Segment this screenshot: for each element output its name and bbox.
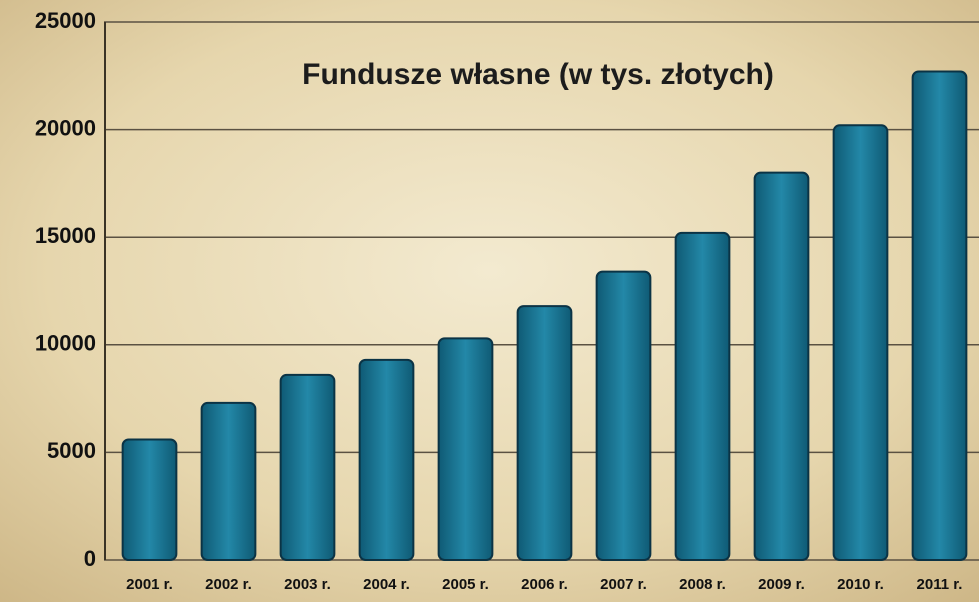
x-tick-label: 2010 r. <box>837 576 884 593</box>
y-tick-label: 10000 <box>35 331 96 356</box>
x-tick-label: 2001 r. <box>126 576 173 593</box>
y-tick-label: 20000 <box>35 115 96 140</box>
x-tick-label: 2005 r. <box>442 576 489 593</box>
x-tick-label: 2006 r. <box>521 576 568 593</box>
bar <box>360 360 414 560</box>
y-tick-label: 0 <box>84 546 96 571</box>
bar <box>123 439 177 560</box>
x-tick-label: 2004 r. <box>363 576 410 593</box>
chart: 0 5000 10000 15000 20000 25000 2001 r. 2002 r. 2… <box>0 0 979 602</box>
x-tick-label: 2009 r. <box>758 576 805 593</box>
bar <box>676 233 730 560</box>
x-tick-label: 2007 r. <box>600 576 647 593</box>
chart-title: Fundusze własne (w tys. złotych) <box>302 58 774 91</box>
x-tick-label: 2008 r. <box>679 576 726 593</box>
bar <box>202 403 256 560</box>
y-tick-label: 15000 <box>35 223 96 248</box>
bar <box>281 375 335 560</box>
bar <box>439 338 493 560</box>
bar <box>913 71 967 560</box>
y-tick-label: 25000 <box>35 8 96 33</box>
bar <box>834 125 888 560</box>
x-tick-label: 2002 r. <box>205 576 252 593</box>
x-tick-label: 2011 r. <box>917 576 963 593</box>
bar <box>518 306 572 560</box>
bar <box>755 173 809 560</box>
y-tick-label: 5000 <box>47 438 96 463</box>
x-tick-label: 2003 r. <box>284 576 331 593</box>
bar <box>597 272 651 560</box>
